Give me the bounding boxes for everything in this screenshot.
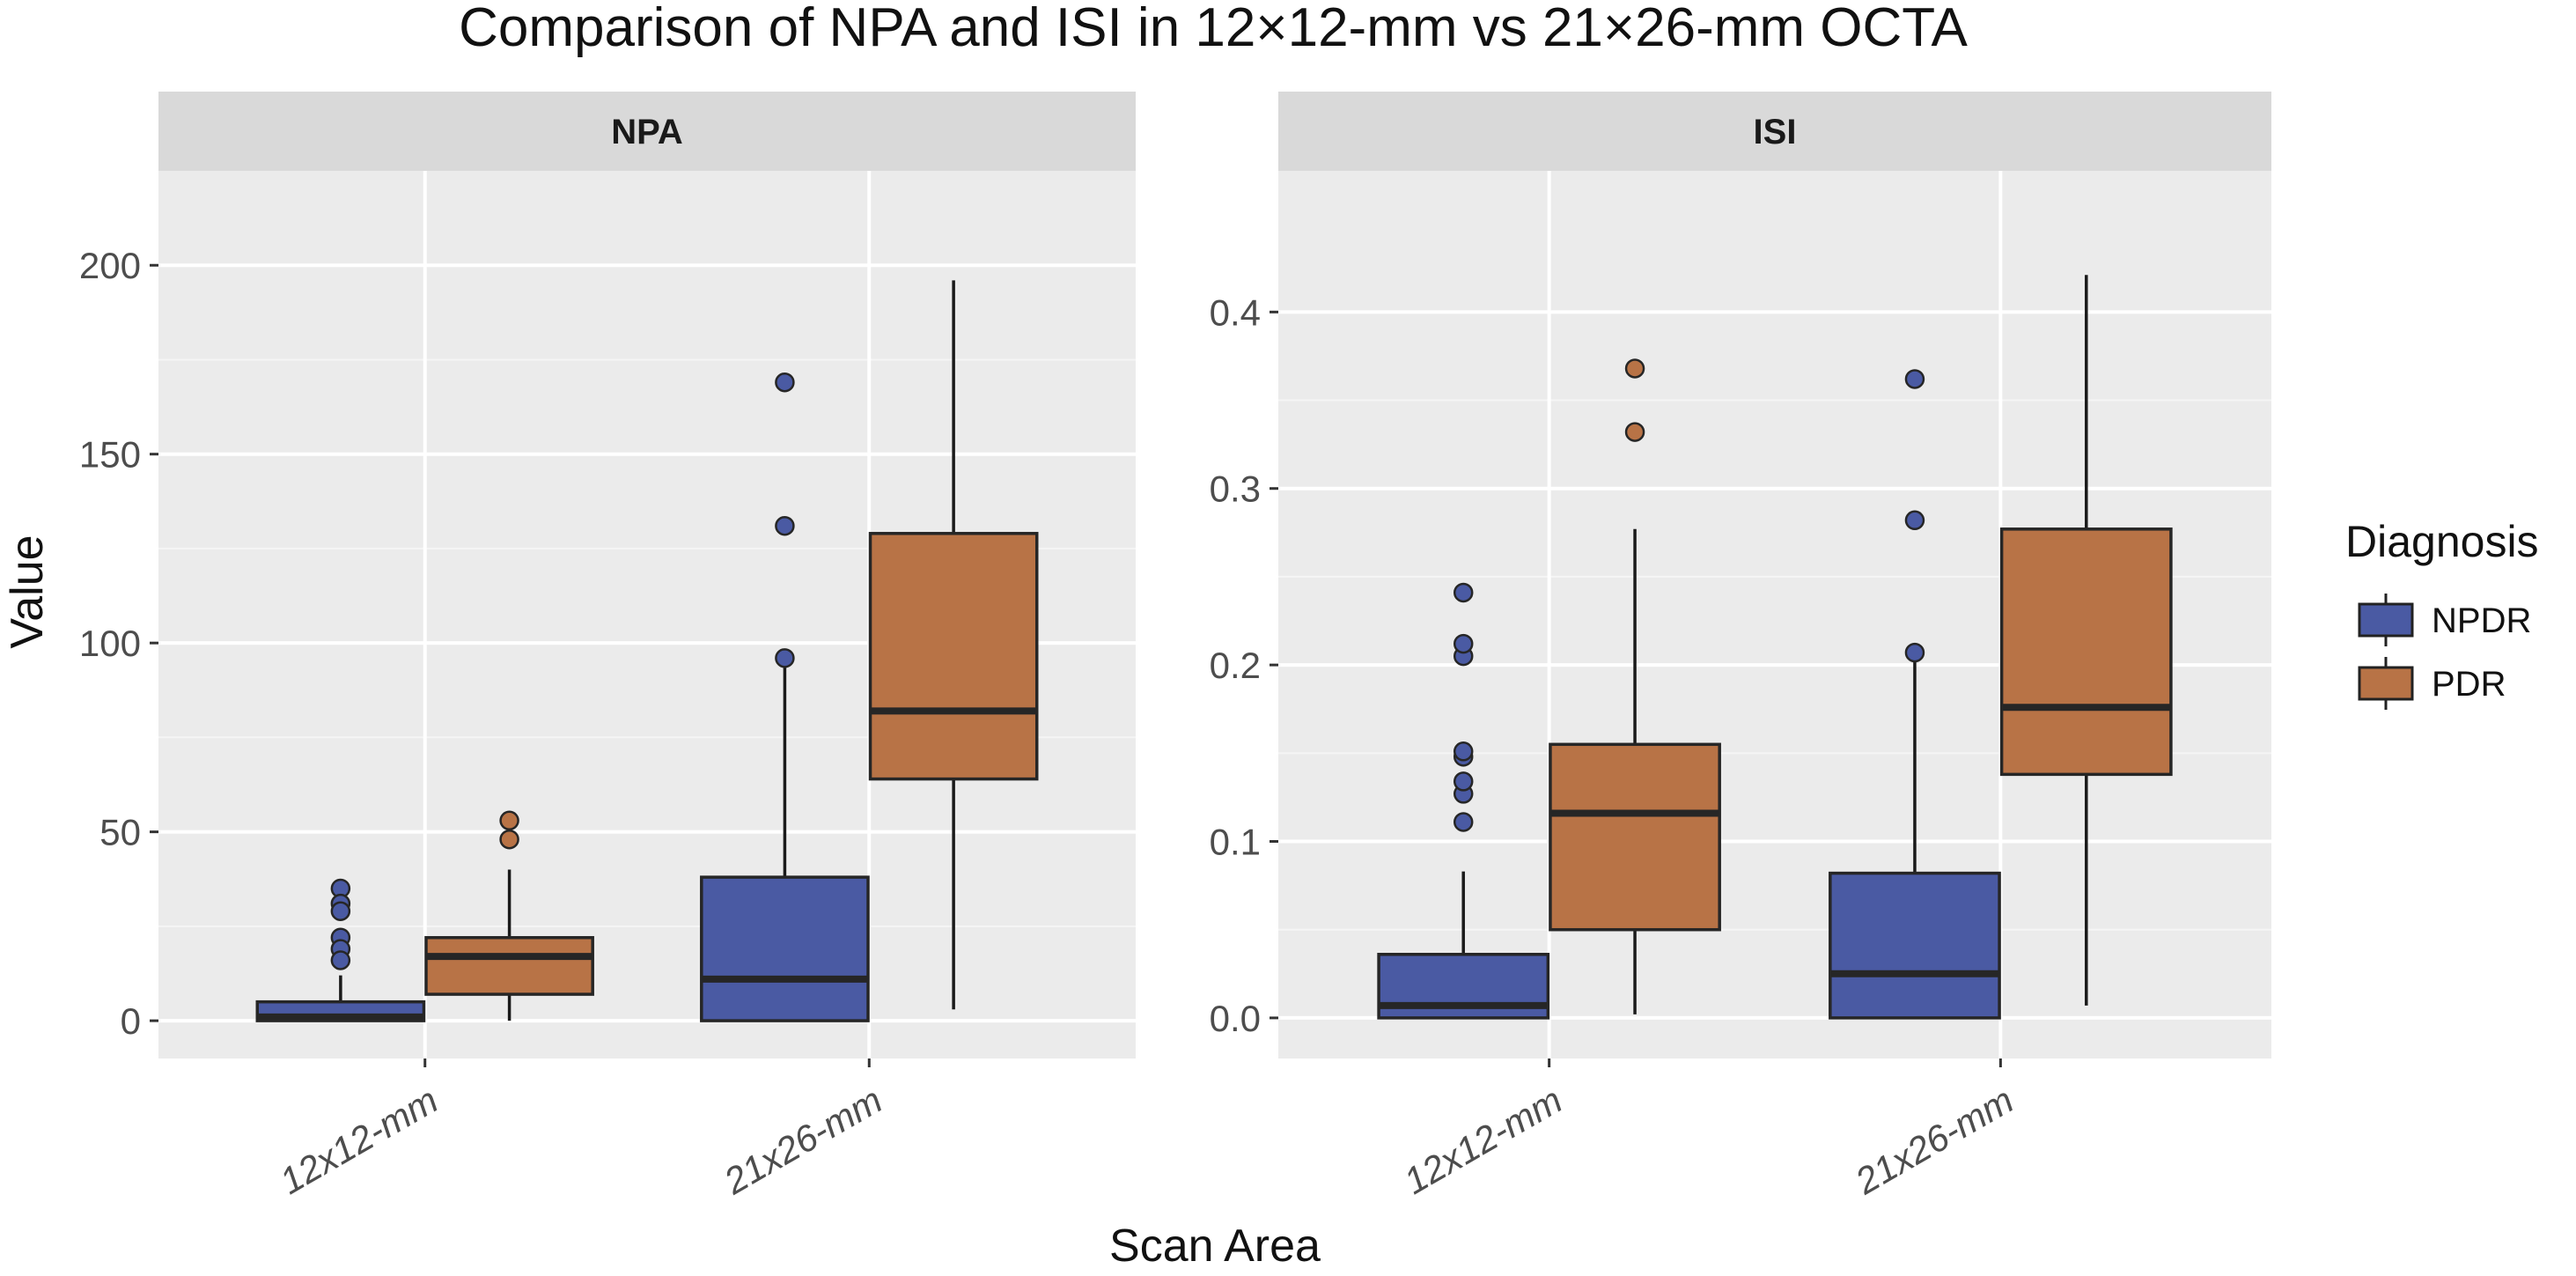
outlier-point [1453, 741, 1474, 762]
box-pdr-21x26-mm [1999, 275, 2173, 1006]
panel-npa-strip [158, 92, 1136, 171]
legend-title: Diagnosis [2345, 517, 2539, 566]
outlier-point [1453, 771, 1474, 792]
box-pdr-12x12-mm [424, 810, 594, 1022]
box-body [1999, 527, 2173, 777]
legend-key-npdr [2358, 602, 2414, 638]
box-pdr-21x26-mm [868, 280, 1039, 1010]
outlier-point [499, 810, 519, 831]
outlier-point [1904, 642, 1925, 663]
box-body [1829, 871, 2001, 1020]
outlier-point [775, 372, 795, 393]
outlier-point [775, 515, 795, 536]
outlier-point [1624, 422, 1645, 442]
outlier-point [330, 950, 351, 970]
box-body [1549, 742, 1721, 932]
chart-title: Comparison of NPA and ISI in 12×12-mm vs… [459, 0, 1968, 58]
outlier-point [1904, 510, 1925, 531]
box-npdr-21x26-mm [1829, 369, 2001, 1020]
y-tick-label: 0.4 [1210, 291, 1261, 333]
box-body [700, 875, 870, 1022]
y-tick-label: 50 [99, 812, 141, 853]
legend-label-pdr: PDR [2432, 665, 2506, 704]
box-npdr-12x12-mm [1377, 582, 1550, 1020]
box-pdr-12x12-mm [1549, 358, 1721, 1014]
legend-item-npdr: NPDR [2358, 594, 2531, 646]
y-tick-label: 200 [79, 245, 141, 286]
outlier-point [330, 901, 351, 921]
x-axis-title: Scan Area [1109, 1221, 1321, 1272]
x-tick-label: 21x26-mm [717, 1079, 889, 1202]
panel-isi-strip-label: ISI [1754, 113, 1797, 151]
panel-isi-strip [1278, 92, 2271, 171]
y-tick-label: 0 [121, 1000, 141, 1042]
legend-item-pdr: PDR [2358, 657, 2506, 710]
x-tick-label: 21x26-mm [1848, 1079, 2020, 1202]
panel-npa-strip-label: NPA [611, 113, 682, 151]
y-tick-label: 0.2 [1210, 645, 1261, 686]
outlier-point [1453, 633, 1474, 654]
y-tick-label: 0.0 [1210, 998, 1261, 1039]
outlier-point [775, 648, 795, 668]
y-tick-label: 100 [79, 623, 141, 664]
y-tick-label: 150 [79, 434, 141, 476]
outlier-point [1453, 812, 1474, 832]
legend-label-npdr: NPDR [2432, 601, 2531, 640]
box-body [424, 935, 594, 996]
outlier-point [1904, 369, 1925, 389]
outlier-point [499, 829, 519, 850]
x-tick-label: 12x12-mm [1397, 1079, 1569, 1202]
legend: Diagnosis NPDR PDR [2345, 517, 2539, 710]
x-tick-label: 12x12-mm [273, 1079, 445, 1202]
legend-key-pdr [2358, 666, 2414, 701]
panel-isi: ISI 0.0 0.1 0.2 0.3 0.4 12x12-mm 21x26-mm [1210, 92, 2271, 1202]
box-body [868, 532, 1039, 781]
panel-npa: NPA 0 50 100 150 200 12x12-mm 21x26-mm [79, 92, 1136, 1202]
outlier-point [1453, 582, 1474, 603]
y-axis-title: Value [2, 535, 53, 648]
outlier-point [1624, 358, 1645, 379]
box-npdr-21x26-mm [700, 372, 870, 1022]
y-tick-label: 0.1 [1210, 822, 1261, 863]
y-tick-label: 0.3 [1210, 468, 1261, 510]
box-npdr-12x12-mm [255, 878, 426, 1022]
